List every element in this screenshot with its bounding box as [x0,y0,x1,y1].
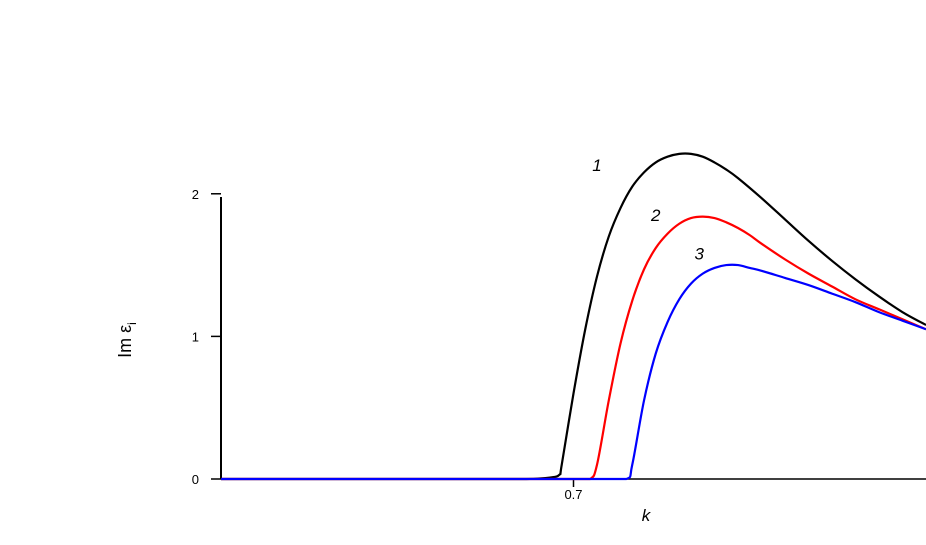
curve-label-layer: 1 2 3 [592,156,704,263]
x-axis: 0.7 [221,478,926,502]
series-line-1 [220,152,926,481]
y-tick-label: 0 [192,472,199,487]
y-tick-label: 1 [192,329,199,344]
y-axis-label: Im εi [115,322,139,358]
curve-label-1: 1 [592,156,601,175]
x-tick-label: 0.7 [564,487,582,502]
curve-label-2: 2 [650,206,661,225]
series-line-3 [220,263,926,481]
series-line-2 [220,215,926,481]
y-tick-label: 2 [192,187,199,202]
curve-label-3: 3 [694,244,704,263]
y-axis-label-main: Im ε [115,325,135,358]
y-axis-label-subscript: i [125,322,139,325]
series-layer [220,152,926,481]
y-axis: 0 1 2 [192,187,222,487]
x-axis-label: k [642,506,652,525]
